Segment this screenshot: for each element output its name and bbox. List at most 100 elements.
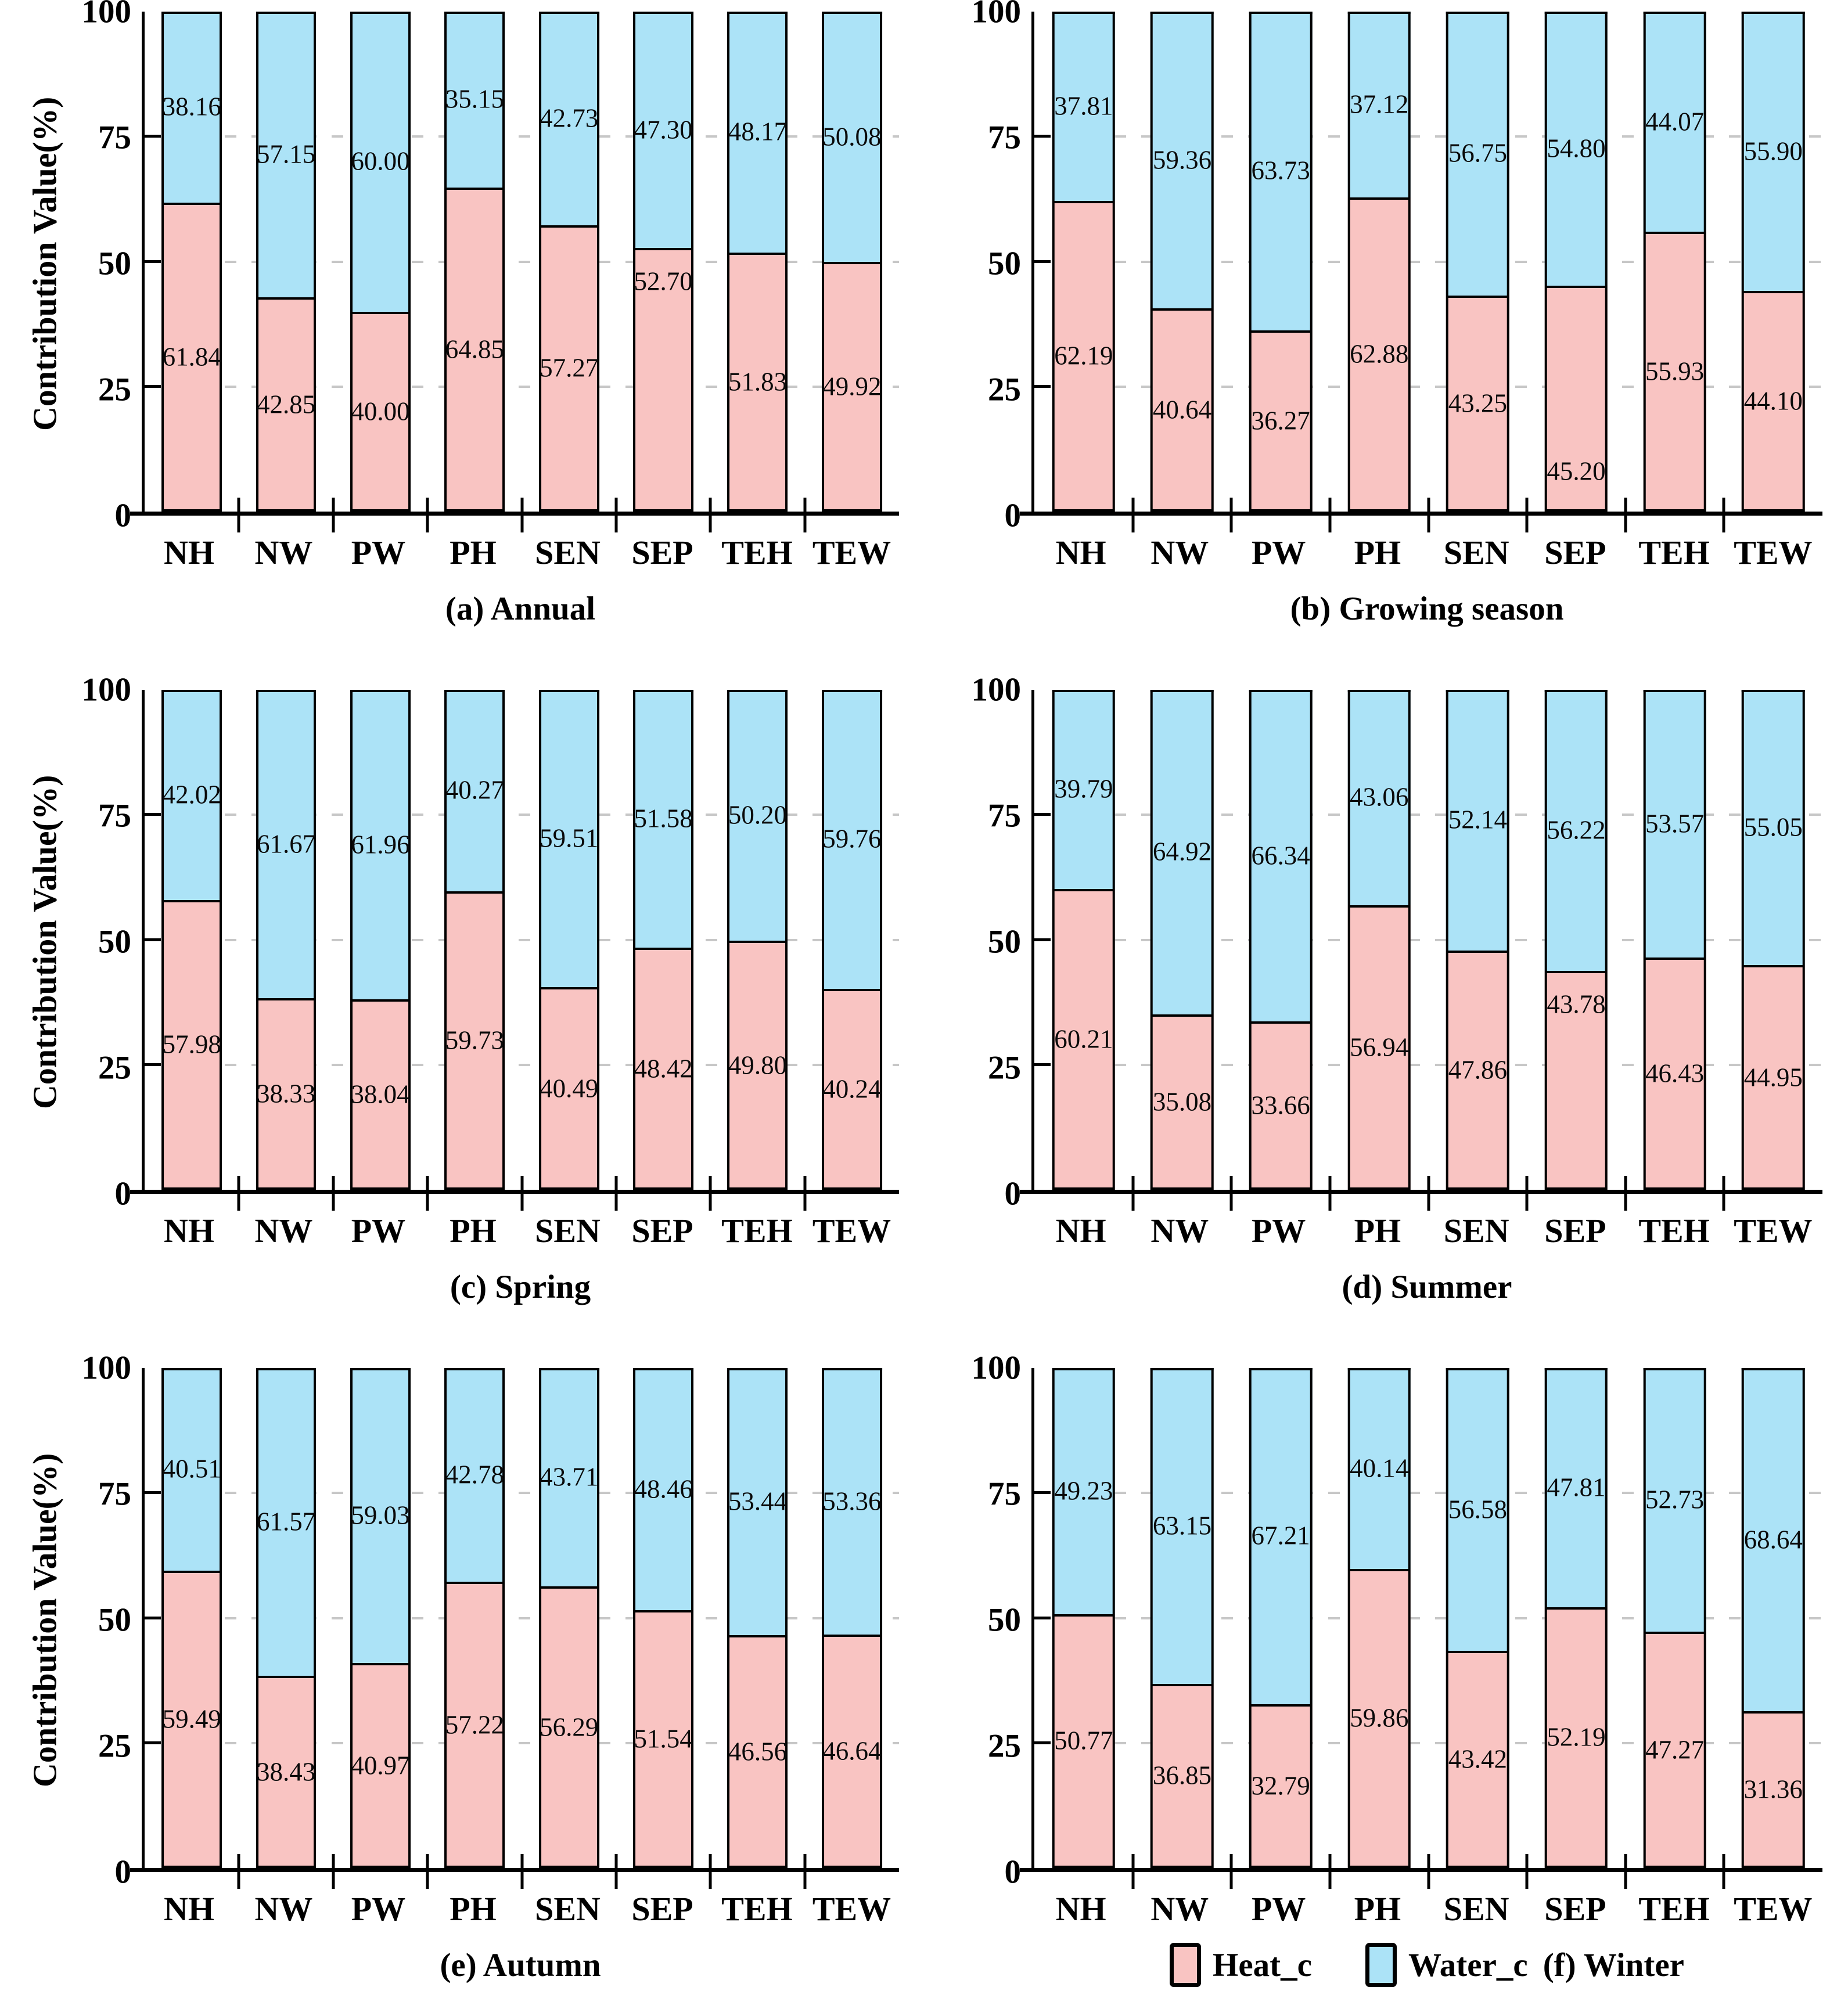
water-segment <box>1052 12 1116 201</box>
heat-segment <box>727 252 788 512</box>
heat-segment <box>256 1676 317 1868</box>
water-segment <box>633 12 694 249</box>
bar-slot-PH: 64.85 35.15 <box>427 12 522 512</box>
category-label-SEN: SEN <box>1443 1889 1509 1928</box>
heat-segment <box>350 999 411 1190</box>
bar-slot-SEP: 51.54 48.46 <box>616 1368 710 1868</box>
category-label-TEH: TEH <box>1638 1889 1710 1928</box>
bar-slot-SEN: 47.86 52.14 <box>1429 690 1527 1190</box>
category-label-SEP: SEP <box>1544 1889 1606 1928</box>
caption-row: (d) Summer <box>1031 1259 1822 1315</box>
legend-label: Water_c <box>1408 1946 1528 1984</box>
heat-value-label: 64.85 <box>445 334 504 364</box>
x-axis-category-labels: NH NW PW PH SEN SEP TEH TEW <box>142 516 899 581</box>
bar-slot-PH: 62.88 37.12 <box>1330 12 1429 512</box>
water-segment <box>633 1368 694 1611</box>
y-tick-label: 100 <box>971 671 1022 708</box>
stacked-bar-NH <box>161 12 222 512</box>
category-label-PW: PW <box>1251 1211 1306 1250</box>
water-value-label: 48.46 <box>634 1474 693 1504</box>
x-tick-mark <box>1624 498 1627 532</box>
x-axis-category-labels: NH NW PW PH SEN SEP TEH TEW <box>1031 516 1822 581</box>
y-axis-title: Contribution Value(%) <box>26 96 64 431</box>
heat-segment <box>1150 1014 1214 1190</box>
y-tick-mark <box>145 938 161 941</box>
heat-value-label: 43.78 <box>1547 989 1606 1019</box>
water-value-label: 42.78 <box>445 1460 504 1489</box>
heat-value-label: 36.27 <box>1251 406 1310 435</box>
bars: 59.49 40.51 38.43 61.57 40.97 59.03 57.22 42.78… <box>145 1368 899 1868</box>
category-label-PH: PH <box>450 1889 497 1928</box>
bar-slot-SEN: 43.42 56.58 <box>1429 1368 1527 1868</box>
water-segment <box>727 1368 788 1636</box>
heat-value-label: 38.43 <box>256 1757 316 1787</box>
water-value-label: 43.06 <box>1350 782 1409 812</box>
bar-slot-PW: 40.00 60.00 <box>333 12 427 512</box>
heat-value-label: 40.24 <box>822 1074 882 1104</box>
gridline-75 <box>145 813 899 816</box>
x-tick-mark <box>614 1176 618 1211</box>
heat-segment <box>1741 1711 1805 1868</box>
stacked-bar-NW <box>256 1368 317 1868</box>
y-tick-label: 0 <box>114 1853 132 1891</box>
stacked-bar-SEN <box>538 1368 599 1868</box>
stacked-bar-PH <box>444 690 505 1190</box>
y-tick-mark <box>1034 813 1051 816</box>
water-segment <box>1347 690 1411 905</box>
x-tick-mark <box>709 498 712 532</box>
category-label-NW: NW <box>254 1211 313 1250</box>
y-tick-label: 0 <box>1004 1175 1022 1212</box>
bar-slot-SEP: 43.78 56.22 <box>1527 690 1626 1190</box>
water-segment <box>161 690 222 900</box>
heat-value-label: 44.95 <box>1743 1063 1803 1092</box>
y-tick-label: 50 <box>988 923 1021 960</box>
heat-value-label: 46.64 <box>822 1736 882 1766</box>
bar-slot-TEW: 49.92 50.08 <box>805 12 899 512</box>
heat-value-label: 46.43 <box>1645 1059 1705 1088</box>
water-segment <box>1052 690 1116 889</box>
x-tick-mark <box>709 1854 712 1889</box>
water-value-label: 50.08 <box>822 122 882 152</box>
x-tick-mark <box>1328 498 1332 532</box>
bars: 62.19 37.81 40.64 59.36 36.27 63.73 62.88 37.12… <box>1034 12 1822 512</box>
y-tick-label: 25 <box>98 1727 131 1765</box>
water-value-label: 53.44 <box>728 1486 788 1516</box>
stacked-bar-PH <box>1347 1368 1411 1868</box>
heat-value-label: 50.77 <box>1054 1726 1113 1755</box>
stacked-bar-TEH <box>727 1368 788 1868</box>
water-segment <box>1150 690 1214 1014</box>
water-segment <box>1643 12 1706 232</box>
heat-value-label: 47.27 <box>1645 1735 1705 1765</box>
y-tick-label: 100 <box>971 1349 1022 1387</box>
water-value-label: 61.67 <box>256 829 316 858</box>
x-tick-mark <box>520 1854 523 1889</box>
heat-value-label: 51.83 <box>728 367 788 397</box>
chart-f: 0 25 50 75 100 50.77 49.23 36.85 63.15 32.79 67.2… <box>957 1352 1822 1993</box>
x-tick-mark <box>1525 1854 1529 1889</box>
y-tick-mark <box>145 1063 161 1066</box>
heat-segment <box>821 1635 882 1868</box>
x-tick-mark <box>614 1854 618 1889</box>
heat-segment <box>1052 1614 1116 1868</box>
heat-segment <box>821 262 882 512</box>
heat-value-label: 55.93 <box>1645 357 1705 386</box>
y-tick-label: 75 <box>98 119 131 156</box>
x-tick-mark <box>709 1176 712 1211</box>
legend-item-water_c: Water_c <box>1365 1943 1528 1987</box>
y-tick-mark <box>1034 1491 1051 1495</box>
heat-value-label: 51.54 <box>634 1724 693 1754</box>
water-value-label: 43.71 <box>540 1462 599 1492</box>
chart-a: Contribution Value(%) 0 25 50 75 100 61.84 38… <box>22 0 899 636</box>
category-label-PH: PH <box>1354 1211 1401 1250</box>
category-label-TEW: TEW <box>1734 1889 1813 1928</box>
y-axis-title: Contribution Value(%) <box>26 1453 64 1787</box>
category-label-SEN: SEN <box>535 533 601 571</box>
category-label-TEH: TEH <box>721 1889 793 1928</box>
gridline-75 <box>1034 813 1822 816</box>
stacked-bar-TEW <box>821 690 882 1190</box>
water-segment <box>350 12 411 312</box>
water-segment <box>538 1368 599 1587</box>
water-value-label: 47.81 <box>1547 1473 1606 1502</box>
chart-b: 0 25 50 75 100 62.19 37.81 40.64 59.36 36.27 63.7… <box>957 0 1822 636</box>
y-axis-tick-labels: 0 25 50 75 100 <box>957 674 1031 1211</box>
